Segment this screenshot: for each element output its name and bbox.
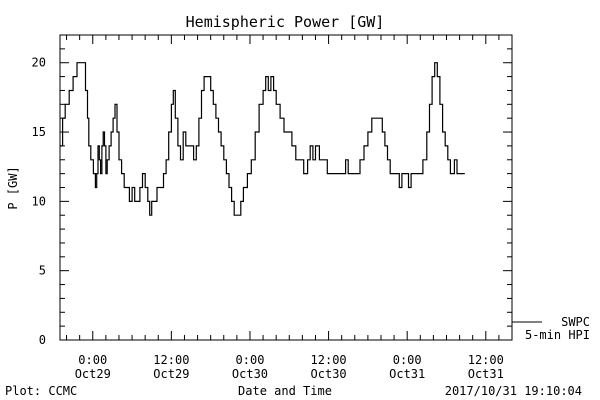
x-tick-time-label: 12:00 — [153, 353, 189, 367]
y-tick-label: 20 — [32, 56, 46, 70]
x-tick-time-label: 12:00 — [311, 353, 347, 367]
x-tick-date-label: Oct31 — [389, 367, 425, 381]
footer-timestamp: 2017/10/31 19:10:04 — [445, 384, 582, 398]
x-tick-time-label: 0:00 — [393, 353, 422, 367]
y-axis-label: P [GW] — [6, 166, 20, 209]
y-tick-label: 10 — [32, 194, 46, 208]
footer-plot-credit: Plot: CCMC — [5, 384, 77, 398]
y-tick-label: 15 — [32, 125, 46, 139]
legend: SWPC 5-min HPI — [512, 315, 590, 342]
x-tick-date-label: Oct31 — [468, 367, 504, 381]
x-tick-date-label: Oct29 — [75, 367, 111, 381]
legend-label-hpi: 5-min HPI — [525, 328, 590, 342]
y-axis: 0 5 10 15 20 — [32, 34, 512, 347]
y-tick-label: 0 — [39, 333, 46, 347]
x-tick-time-label: 12:00 — [468, 353, 504, 367]
chart-title: Hemispheric Power [GW] — [186, 13, 385, 31]
x-axis: 0:00Oct2912:00Oct290:00Oct3012:00Oct300:… — [66, 35, 513, 381]
y-tick-label: 5 — [39, 264, 46, 278]
series-line-swpc — [60, 62, 465, 216]
series-layer — [60, 62, 465, 216]
x-axis-label: Date and Time — [238, 384, 332, 398]
x-tick-date-label: Oct30 — [311, 367, 347, 381]
x-tick-time-label: 0:00 — [78, 353, 107, 367]
x-tick-date-label: Oct30 — [232, 367, 268, 381]
x-tick-date-label: Oct29 — [153, 367, 189, 381]
legend-label-swpc: SWPC — [561, 315, 590, 329]
x-tick-time-label: 0:00 — [236, 353, 265, 367]
